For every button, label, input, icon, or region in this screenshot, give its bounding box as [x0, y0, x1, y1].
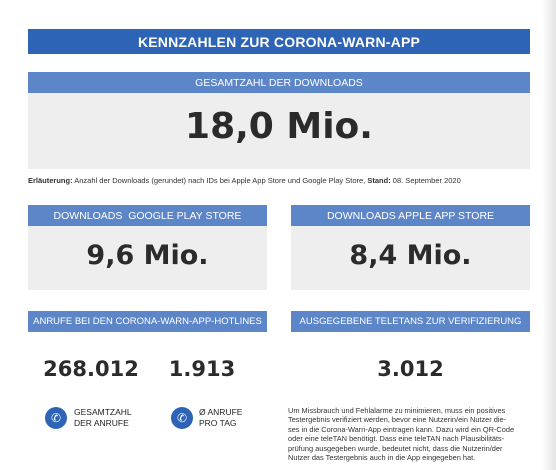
explanation-note: Erläuterung: Anzahl der Downloads (gerun…	[28, 176, 538, 185]
hotline-total-value: 268.012	[43, 357, 139, 381]
hotline-daily-caption: Ø ANRUFE PRO TAG	[199, 407, 242, 429]
caption-line: GESAMTZAHL	[74, 407, 132, 417]
hotline-header: ANRUFE BEI DEN CORONA-WARN-APP-HOTLINES	[28, 311, 267, 332]
hotline-total-caption: GESAMTZAHL DER ANRUFE	[74, 407, 132, 429]
total-downloads-value: 18,0 Mio.	[185, 106, 373, 147]
caption-line: Ø ANRUFE	[199, 407, 243, 417]
total-downloads-panel: 18,0 Mio.	[28, 93, 530, 169]
phone-icon: ✆	[171, 407, 193, 429]
page-title: KENNZAHLEN ZUR CORONA-WARN-APP	[28, 29, 530, 54]
description-line: oder eine teleTAN benötigt. Dass eine te…	[288, 434, 505, 444]
apple-store-header: DOWNLOADS APPLE APP STORE	[291, 205, 530, 226]
google-play-value: 9,6 Mio.	[86, 240, 209, 271]
google-play-panel: 9,6 Mio.	[28, 226, 267, 290]
google-play-header: DOWNLOADS GOOGLE PLAY STORE	[28, 205, 267, 226]
description-line: prüfung ausgegeben wurde, bedeutet nicht…	[288, 443, 503, 453]
teletan-value: 3.012	[377, 357, 444, 381]
hotline-daily-value: 1.913	[168, 357, 236, 381]
description-line: Um Missbrauch und Fehlalarme zu minimier…	[288, 406, 506, 415]
teletan-description: Um Missbrauch und Fehlalarme zu minimier…	[288, 406, 538, 462]
explanation-text: Anzahl der Downloads (gerundet) nach IDs…	[72, 176, 368, 185]
stand-label: Stand:	[367, 176, 391, 185]
caption-line: PRO TAG	[199, 418, 237, 428]
apple-store-value: 8,4 Mio.	[349, 240, 472, 271]
page-edge	[542, 0, 556, 470]
description-line: Nutzer das Testergebnis auch in die App …	[288, 453, 476, 463]
caption-line: DER ANRUFE	[74, 418, 129, 428]
phone-icon: ✆	[45, 407, 67, 429]
total-downloads-header: GESAMTZAHL DER DOWNLOADS	[28, 72, 530, 93]
teletan-header: AUSGEGEBENE TELETANS ZUR VERIFIZIERUNG	[291, 311, 530, 332]
description-line: Testergebnis verifiziert werden, bevor e…	[288, 415, 507, 425]
description-line: ses in die Corona-Warn-App eintragen kan…	[288, 424, 515, 434]
explanation-label: Erläuterung:	[28, 176, 73, 185]
stand-value: 08. September 2020	[390, 176, 461, 185]
apple-store-panel: 8,4 Mio.	[291, 226, 530, 290]
